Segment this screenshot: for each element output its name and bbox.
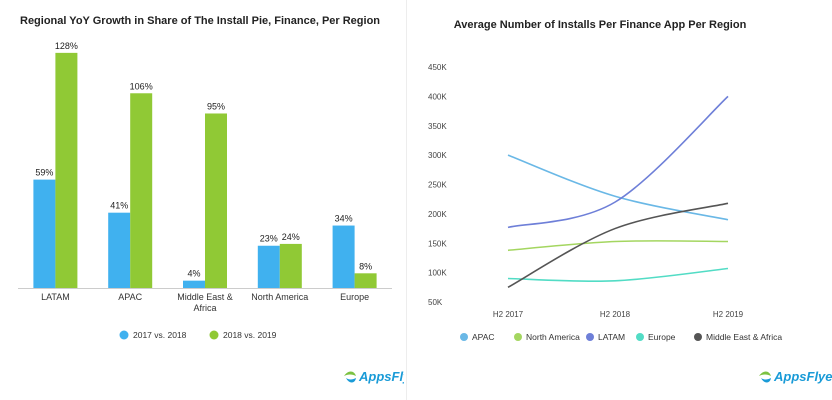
x-tick-label: Africa bbox=[193, 303, 216, 313]
series-line bbox=[507, 202, 729, 289]
panel-divider bbox=[406, 0, 407, 400]
bar-value-label: 95% bbox=[207, 101, 225, 111]
y-tick-label: 150K bbox=[428, 239, 447, 248]
bar-value-label: 8% bbox=[359, 261, 372, 271]
bar-value-label: 34% bbox=[335, 214, 353, 224]
x-tick-label: Europe bbox=[340, 292, 369, 302]
legend-label: North America bbox=[526, 332, 580, 342]
x-tick-label: H2 2017 bbox=[493, 310, 524, 319]
bar bbox=[257, 245, 280, 288]
legend-label: LATAM bbox=[598, 332, 625, 342]
series-line bbox=[507, 154, 729, 221]
bar-value-label: 23% bbox=[260, 234, 278, 244]
y-tick-label: 400K bbox=[428, 92, 447, 101]
bar bbox=[354, 273, 377, 288]
bar-value-label: 4% bbox=[187, 269, 200, 279]
bar bbox=[33, 179, 56, 288]
bar bbox=[205, 113, 227, 289]
appsflyer-logo-icon bbox=[759, 371, 771, 383]
legend-swatch bbox=[636, 333, 644, 341]
y-tick-label: 50K bbox=[428, 298, 443, 307]
bar-value-label: 128% bbox=[55, 41, 78, 51]
line-chart-title: Average Number of Installs Per Finance A… bbox=[454, 19, 747, 31]
bar bbox=[55, 52, 78, 289]
bar bbox=[279, 243, 302, 288]
legend-label: 2017 vs. 2018 bbox=[133, 330, 187, 340]
legend-label: APAC bbox=[472, 332, 495, 342]
bar bbox=[108, 212, 131, 288]
bar bbox=[183, 280, 205, 288]
legend-label: Europe bbox=[648, 332, 676, 342]
y-tick-label: 200K bbox=[428, 210, 447, 219]
line-chart-panel: Average Number of Installs Per Finance A… bbox=[410, 0, 832, 400]
legend-swatch bbox=[694, 333, 702, 341]
bar-value-label: 41% bbox=[110, 201, 128, 211]
legend-swatch bbox=[209, 330, 219, 340]
y-tick-label: 250K bbox=[428, 181, 447, 190]
appsflyer-brand-text: AppsFlyer bbox=[358, 369, 404, 384]
legend-swatch bbox=[460, 333, 468, 341]
series-line bbox=[507, 267, 729, 283]
appsflyer-brand-text: AppsFlyer bbox=[773, 369, 832, 384]
bar-value-label: 59% bbox=[35, 168, 53, 178]
x-tick-label: APAC bbox=[118, 292, 142, 302]
bar-chart-panel: Regional YoY Growth in Share of The Inst… bbox=[0, 0, 404, 400]
line-chart: Average Number of Installs Per Finance A… bbox=[428, 19, 832, 384]
bar bbox=[130, 93, 153, 288]
series-line bbox=[507, 95, 729, 229]
y-tick-label: 300K bbox=[428, 151, 447, 160]
x-tick-label: North America bbox=[251, 292, 308, 302]
legend-swatch bbox=[119, 330, 129, 340]
bar-chart-title: Regional YoY Growth in Share of The Inst… bbox=[20, 15, 380, 27]
legend-swatch bbox=[514, 333, 522, 341]
y-tick-label: 450K bbox=[428, 63, 447, 72]
appsflyer-logo: AppsFlyer bbox=[344, 369, 404, 384]
y-tick-label: 100K bbox=[428, 269, 447, 278]
bar bbox=[332, 225, 355, 288]
bar-chart: Regional YoY Growth in Share of The Inst… bbox=[18, 15, 404, 384]
x-tick-label: H2 2019 bbox=[713, 310, 744, 319]
bar-value-label: 106% bbox=[130, 81, 153, 91]
y-tick-label: 350K bbox=[428, 122, 447, 131]
bar-value-label: 24% bbox=[282, 232, 300, 242]
x-tick-label: LATAM bbox=[41, 292, 70, 302]
appsflyer-logo: AppsFlyer bbox=[759, 369, 832, 384]
legend-label: Middle East & Africa bbox=[706, 332, 782, 342]
legend-label: 2018 vs. 2019 bbox=[223, 330, 277, 340]
legend-swatch bbox=[586, 333, 594, 341]
series-line bbox=[507, 240, 729, 252]
x-tick-label: Middle East & bbox=[177, 292, 233, 302]
x-tick-label: H2 2018 bbox=[600, 310, 631, 319]
appsflyer-logo-icon bbox=[344, 371, 356, 383]
